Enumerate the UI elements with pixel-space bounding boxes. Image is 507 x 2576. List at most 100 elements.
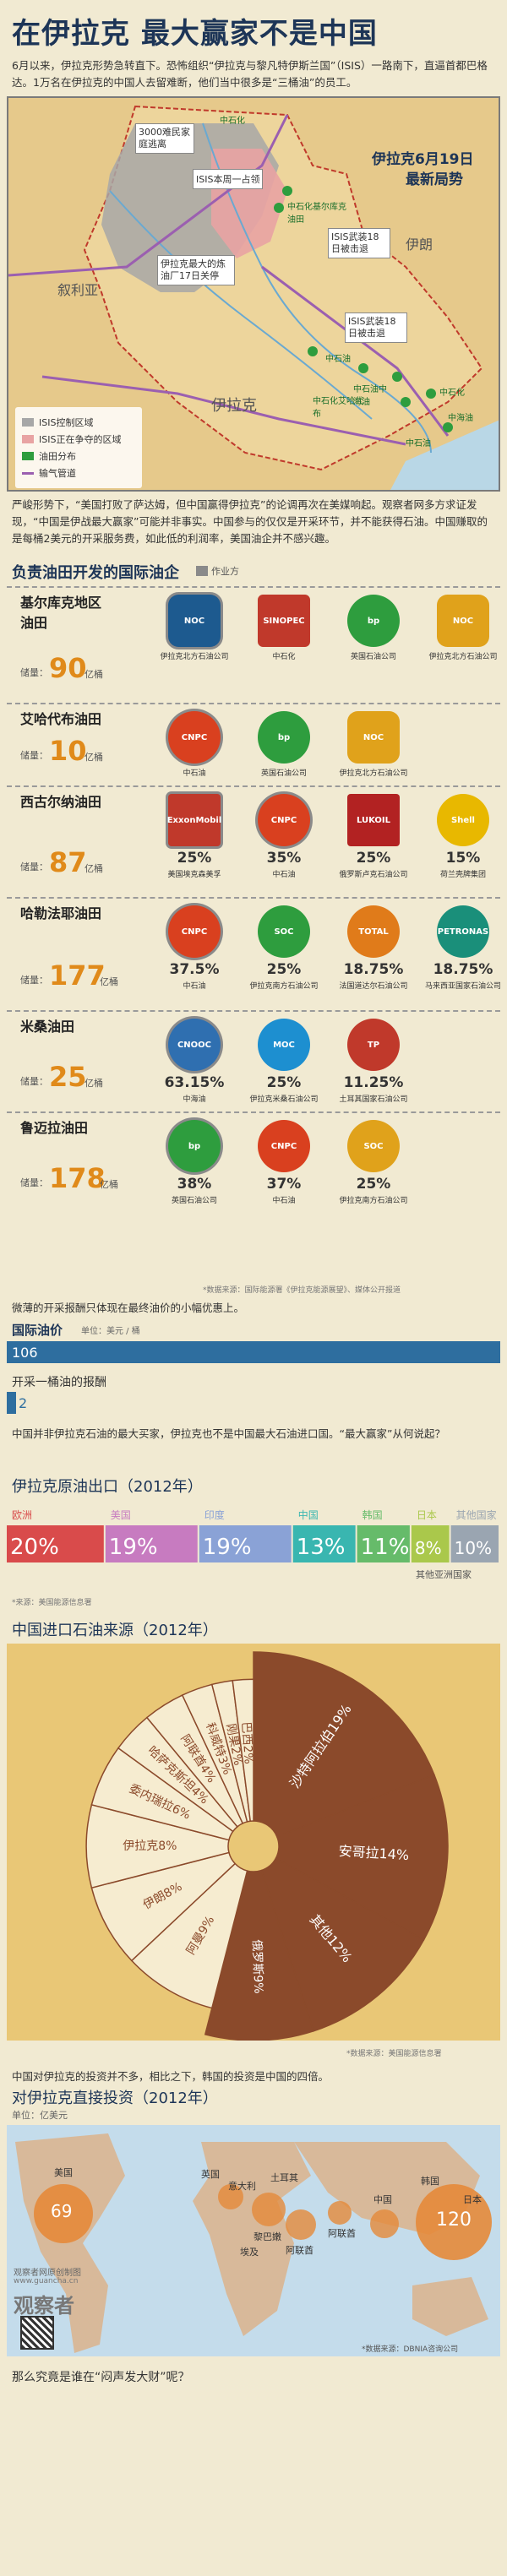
production-value: 177 — [49, 959, 106, 992]
map-callout-refugees: 3000难民家庭逃离 — [135, 123, 194, 154]
company-share: 15% — [445, 850, 481, 867]
bubble-cluster-2 — [252, 2193, 286, 2226]
map-title-2: 最新局势 — [406, 171, 463, 188]
field-row — [7, 1010, 500, 1111]
map-svg — [8, 98, 499, 490]
company-logo-icon: SOC — [258, 905, 310, 958]
company-logo-icon: NOC — [347, 711, 400, 764]
company-name: 荷兰壳牌集团 — [439, 871, 486, 879]
map-company-3: 中石油 — [325, 355, 351, 364]
country-label-japan: 日本 — [463, 2194, 482, 2205]
map-river-1 — [202, 122, 432, 454]
price-intro: 微薄的开采报酬只体现在最终油价的小幅优惠上。 — [12, 1302, 245, 1314]
export-other-note: 其他亚洲国家 — [416, 1568, 472, 1580]
company-name: 土耳其国家石油公司 — [339, 1095, 408, 1104]
map-company-7: 中石油 — [406, 439, 431, 448]
country-label-lebanon: 黎巴嫩 — [254, 2231, 281, 2242]
bubble-korea — [416, 2184, 492, 2260]
company-share: 37% — [266, 1176, 302, 1193]
map-oil-3 — [308, 346, 318, 356]
export-bar-segment — [292, 1525, 356, 1562]
company-name: 伊拉克南方石油公司 — [249, 982, 319, 991]
company-logo-icon: MOC — [258, 1019, 310, 1071]
map-company-5: 中石化 — [439, 389, 465, 398]
invest-source: *数据来源：DBNIA咨询公司 — [362, 2345, 459, 2354]
import-slice-label: 伊拉克8% — [123, 1840, 177, 1853]
field-row — [7, 586, 500, 703]
import-pie-slice — [90, 1851, 237, 1962]
text-paragraph-3: 中国对伊拉克的投资并不多，相比之下，韩国的投资是中国的四倍。 — [12, 2070, 330, 2083]
company-share: 35% — [266, 850, 302, 867]
company-name: 伊拉克北方石油公司 — [160, 653, 229, 661]
map-pipeline-3 — [41, 375, 406, 446]
import-pie-slice — [275, 1774, 449, 1941]
export-bar-segment — [357, 1525, 410, 1562]
production-value: 87 — [49, 846, 87, 878]
export-bar-segment — [105, 1525, 198, 1562]
legend-pipeline: 输气管道 — [39, 468, 76, 479]
company-name: 俄罗斯卢克石油公司 — [339, 871, 408, 879]
export-category-label: 韩国 — [363, 1508, 383, 1521]
export-value-label: 19% — [109, 1535, 158, 1560]
import-pie-slice — [85, 1803, 230, 1889]
export-chart: 欧洲 20% 美国 19% 印度 19% 中国 13% 韩国 11% 日本 8% 其他国家 10% 其他亚洲… — [7, 1508, 499, 1580]
map-company-4: 中石油中海油 — [353, 385, 387, 407]
bubble-cluster-1 — [218, 2184, 243, 2209]
fields-source: *数据来源：国际能源署《伊拉克能源展望》、媒体公开报道 — [203, 1286, 401, 1295]
country-label-uk: 英国 — [201, 2169, 220, 2180]
map-pipeline-2 — [261, 265, 450, 437]
map-oil-2 — [274, 203, 284, 213]
production-unit: 亿桶 — [84, 863, 103, 874]
field-name-line2: 油田 — [20, 615, 48, 631]
company-name: 中石油 — [183, 769, 206, 778]
map-callout-occupied: ISIS本周一占领 — [193, 169, 264, 189]
company-logo-icon: bp — [258, 711, 310, 764]
export-category-label: 其他国家 — [456, 1508, 497, 1521]
import-pie-chart: 沙特阿拉伯19%安哥拉14%其他12%俄罗斯9%阿曼9%伊朗8%伊拉克8%委内瑞… — [85, 1651, 449, 2041]
company-logo-icon: NOC — [437, 595, 489, 647]
continent-americas — [15, 2133, 125, 2353]
company-logo-icon: PETRONAS — [437, 905, 489, 958]
company-share: 11.25% — [343, 1074, 404, 1091]
header: 在伊拉克 最大赢家不是中国 6月以来，伊拉克形势急转直下。恐怖组织“伊拉克与黎凡… — [0, 0, 507, 95]
company-name: 中海油 — [183, 1095, 206, 1104]
company-logo-icon: SOC — [347, 1120, 400, 1172]
production-label: 储量： — [20, 1076, 48, 1087]
company-logo-icon: bp — [347, 595, 400, 647]
company-name: 伊拉克南方石油公司 — [339, 1197, 408, 1205]
company-share: 25% — [356, 1176, 391, 1193]
fields-title: 负责油田开发的国际油企 — [12, 564, 179, 582]
company-name: 中石油 — [183, 982, 206, 991]
import-pie-slice — [260, 1857, 425, 2032]
map-title-1: 伊拉克6月19日 — [372, 151, 474, 168]
footer-question: 那么究竟是谁在“闷声发大财”呢？ — [12, 2371, 190, 2384]
map-callout-repelled-1: ISIS武装18日被击退 — [328, 228, 390, 258]
company-share: 25% — [177, 850, 212, 867]
price-unit: 单位：美元 / 桶 — [81, 1327, 140, 1336]
export-value-label: 13% — [297, 1535, 346, 1560]
production-unit: 亿桶 — [84, 669, 103, 680]
production-value: 178 — [49, 1162, 106, 1194]
production-value: 10 — [49, 735, 87, 767]
production-unit: 亿桶 — [100, 1179, 118, 1190]
operator-label: 作业方 — [211, 566, 239, 577]
company-share: 38% — [177, 1176, 212, 1193]
import-slice-label: 俄罗斯9% — [249, 1939, 264, 1994]
import-pie-slice — [130, 1862, 248, 2009]
company-logo-icon: CNPC — [168, 905, 221, 958]
bubble-usa — [34, 2184, 93, 2243]
country-label-italy: 意大利 — [228, 2181, 256, 2192]
export-bar-segment — [7, 1525, 104, 1562]
company-logo-icon: TOTAL — [347, 905, 400, 958]
production-label: 储量： — [20, 750, 48, 761]
country-label-korea: 韩国 — [421, 2176, 439, 2187]
production-value: 90 — [49, 652, 87, 684]
production-label: 储量： — [20, 1177, 48, 1188]
production-unit: 亿桶 — [84, 1078, 103, 1089]
reward-title: 开采一桶油的报酬 — [12, 1376, 106, 1389]
export-value-label: 10% — [455, 1538, 492, 1558]
footer-band — [0, 2394, 507, 2576]
legend-contested: ISIS正在争夺的区域 — [39, 434, 122, 445]
production-label: 储量： — [20, 861, 48, 872]
bubble-cluster-3 — [286, 2209, 316, 2240]
